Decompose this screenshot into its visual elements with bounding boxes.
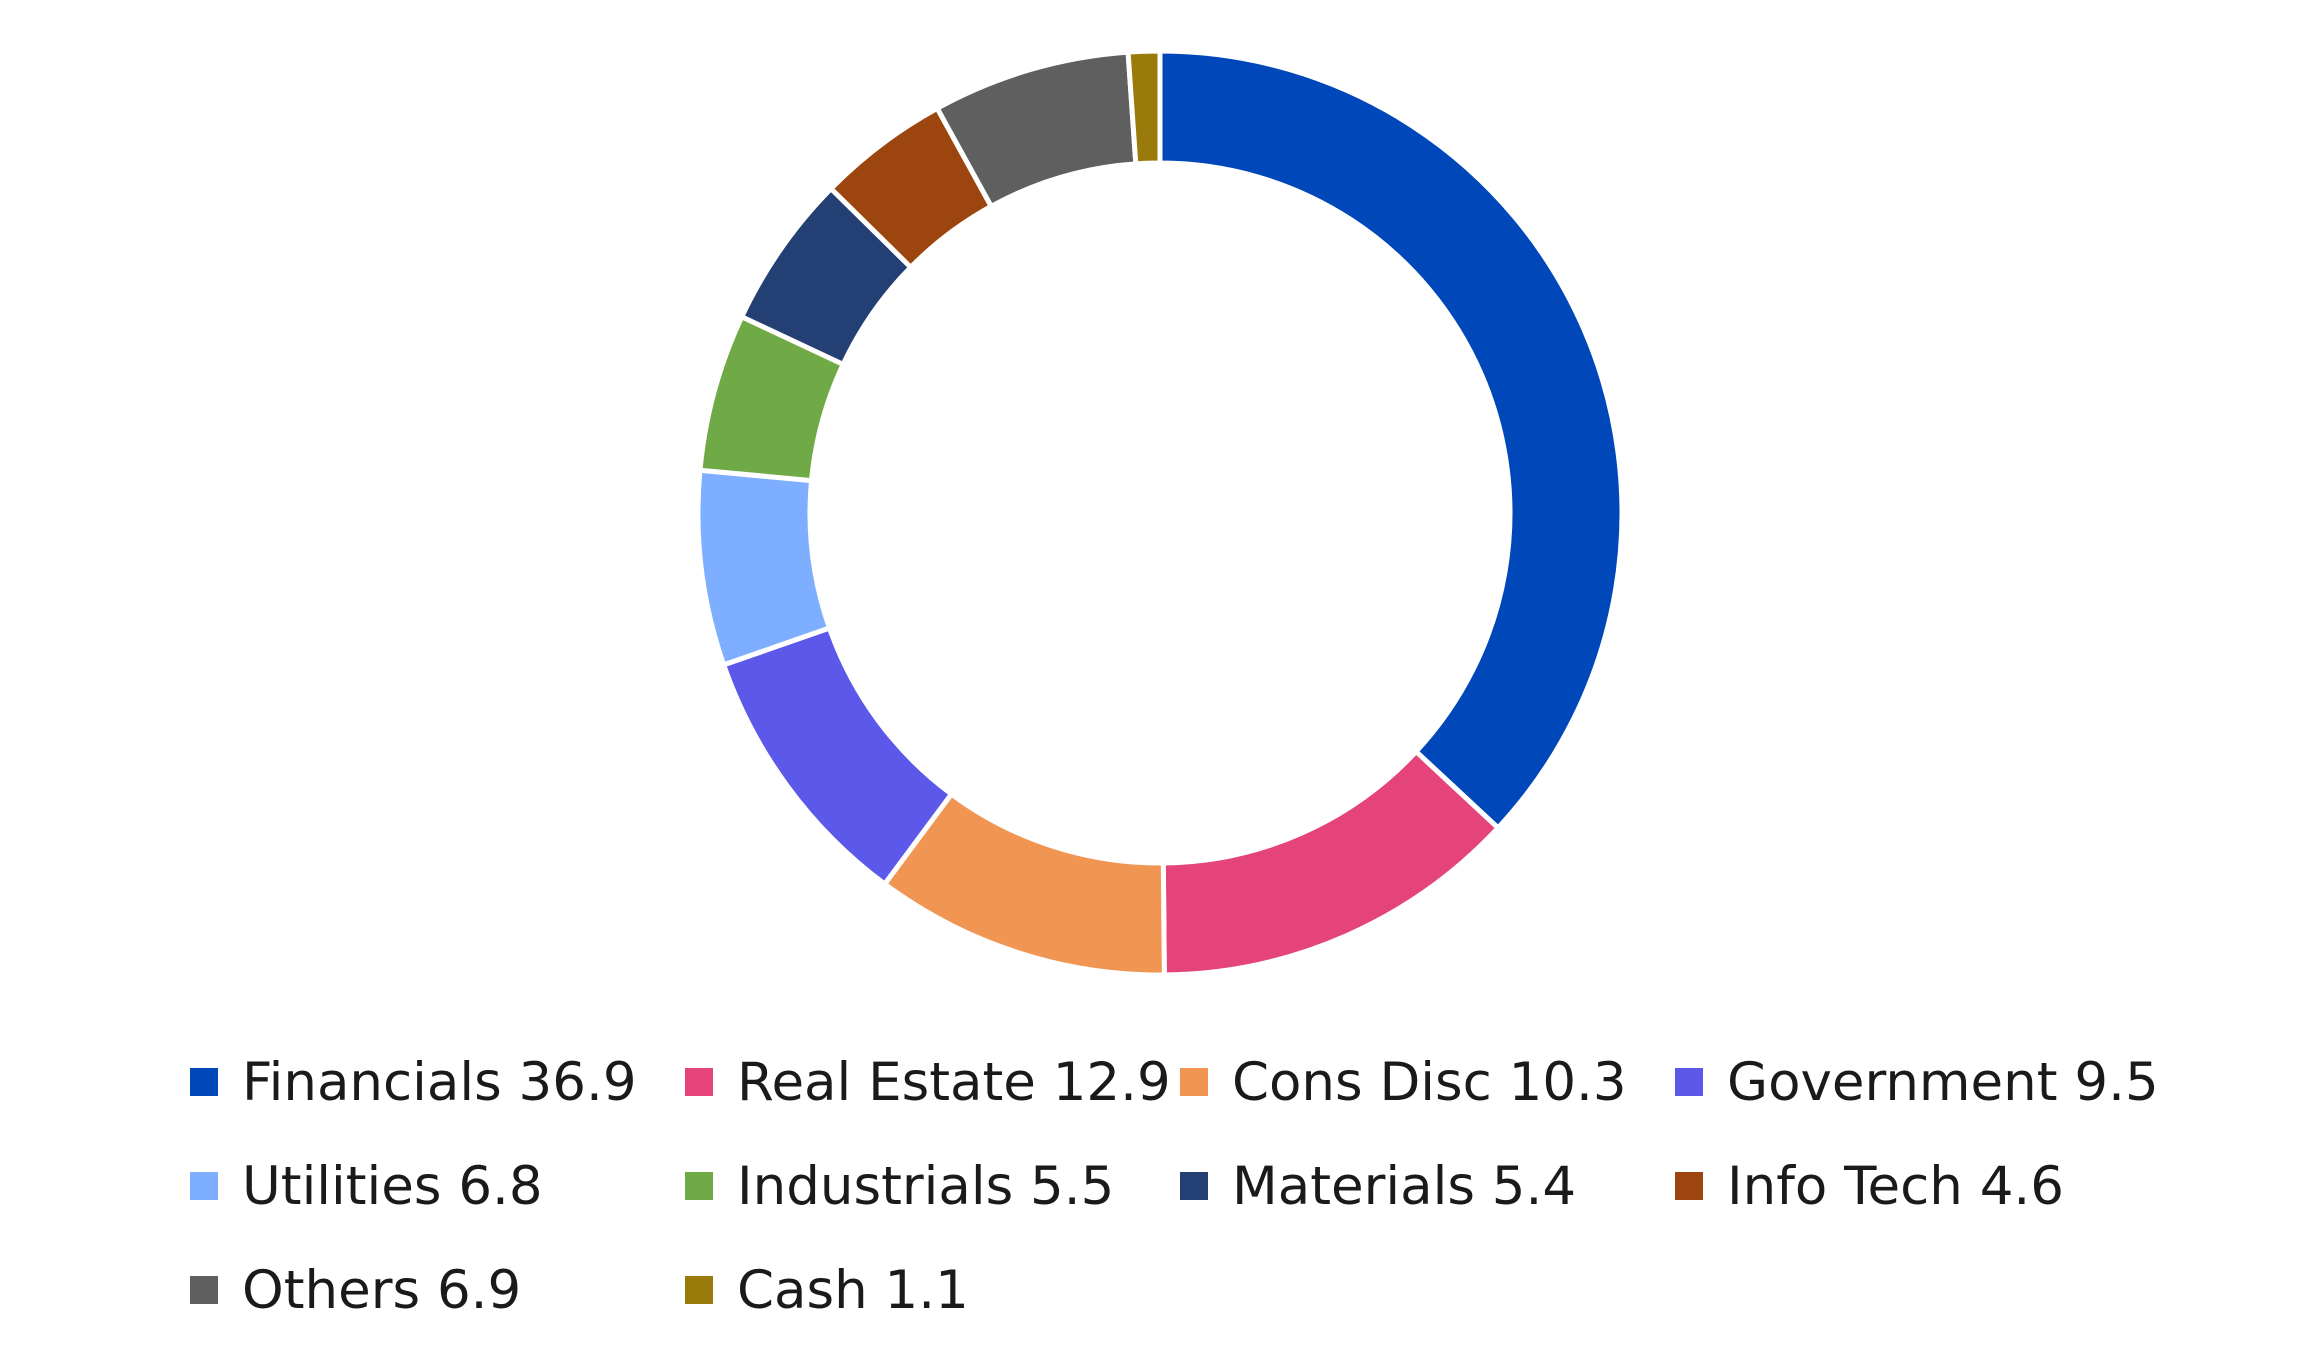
- legend-swatch-financials: [190, 1068, 218, 1096]
- legend-label-financials: Financials 36.9: [242, 1051, 637, 1113]
- legend-label-utilities: Utilities 6.8: [242, 1155, 543, 1217]
- legend-label-others: Others 6.9: [242, 1259, 522, 1321]
- chart-legend: Financials 36.9 Real Estate 12.9 Cons Disc…: [190, 1030, 2190, 1342]
- legend-swatch-real-estate: [685, 1068, 713, 1096]
- legend-item-materials: Materials 5.4: [1180, 1134, 1675, 1238]
- legend-item-financials: Financials 36.9: [190, 1030, 685, 1134]
- legend-item-real-estate: Real Estate 12.9: [685, 1030, 1180, 1134]
- slice-utilities: [695, 467, 833, 669]
- legend-item-utilities: Utilities 6.8: [190, 1134, 685, 1238]
- legend-swatch-industrials: [685, 1172, 713, 1200]
- legend-item-info-tech: Info Tech 4.6: [1675, 1134, 2170, 1238]
- legend-swatch-cash: [685, 1276, 713, 1304]
- legend-swatch-cons-disc: [1180, 1068, 1208, 1096]
- legend-swatch-government: [1675, 1068, 1703, 1096]
- legend-swatch-others: [190, 1276, 218, 1304]
- slice-financials: [1157, 48, 1625, 832]
- legend-swatch-utilities: [190, 1172, 218, 1200]
- legend-item-others: Others 6.9: [190, 1238, 685, 1342]
- legend-swatch-info-tech: [1675, 1172, 1703, 1200]
- donut-slices: [695, 48, 1625, 978]
- legend-label-government: Government 9.5: [1727, 1051, 2159, 1113]
- legend-item-industrials: Industrials 5.5: [685, 1134, 1180, 1238]
- legend-item-cash: Cash 1.1: [685, 1238, 1180, 1342]
- slice-real-estate: [1160, 748, 1502, 978]
- legend-label-cons-disc: Cons Disc 10.3: [1232, 1051, 1627, 1113]
- legend-item-government: Government 9.5: [1675, 1030, 2170, 1134]
- legend-label-real-estate: Real Estate 12.9: [737, 1051, 1171, 1113]
- legend-label-cash: Cash 1.1: [737, 1259, 969, 1321]
- legend-label-industrials: Industrials 5.5: [737, 1155, 1115, 1217]
- legend-swatch-materials: [1180, 1172, 1208, 1200]
- slice-cash: [1125, 48, 1163, 167]
- legend-label-materials: Materials 5.4: [1232, 1155, 1577, 1217]
- legend-label-info-tech: Info Tech 4.6: [1727, 1155, 2064, 1217]
- legend-item-cons-disc: Cons Disc 10.3: [1180, 1030, 1675, 1134]
